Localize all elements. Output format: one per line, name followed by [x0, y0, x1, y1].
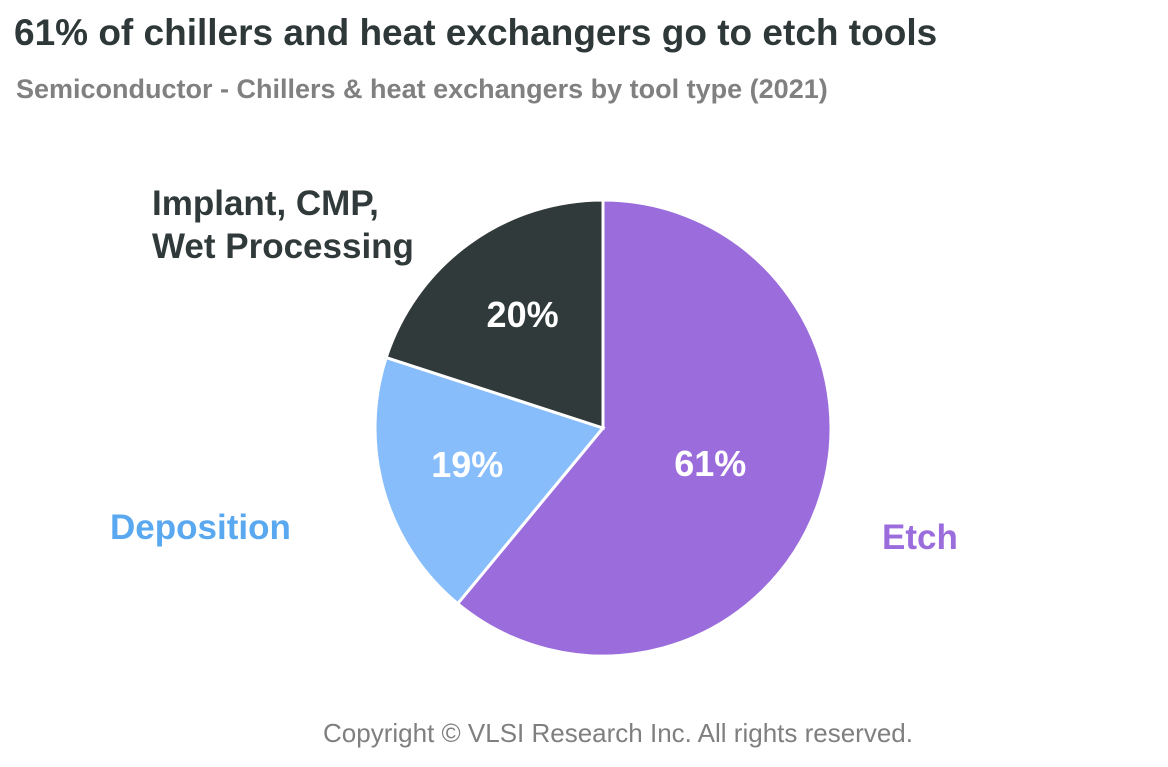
copyright: Copyright © VLSI Research Inc. All right… — [323, 718, 913, 748]
pie-slice — [373, 355, 606, 606]
chart-subtitle: Semiconductor - Chillers & heat exchange… — [16, 74, 828, 104]
value-label: 19% — [431, 444, 503, 485]
value-label: 20% — [487, 294, 559, 335]
pie-slice — [384, 198, 605, 431]
pie-slice — [455, 198, 833, 658]
category-label: Etch — [882, 518, 958, 557]
category-label: Implant, CMP, Wet Processing — [152, 184, 414, 266]
chart-title: 61% of chillers and heat exchangers go t… — [14, 12, 938, 53]
value-label: 61% — [674, 443, 746, 484]
category-label: Deposition — [110, 508, 291, 547]
